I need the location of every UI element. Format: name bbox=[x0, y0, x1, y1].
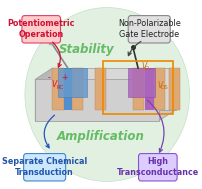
Polygon shape bbox=[35, 110, 176, 121]
Text: +: + bbox=[61, 73, 67, 82]
Polygon shape bbox=[128, 68, 155, 97]
Polygon shape bbox=[63, 68, 72, 110]
FancyBboxPatch shape bbox=[22, 16, 61, 43]
Text: Stability: Stability bbox=[59, 43, 115, 56]
Text: Potentiometric
Operation: Potentiometric Operation bbox=[7, 19, 75, 39]
Text: RC: RC bbox=[56, 85, 64, 90]
Polygon shape bbox=[95, 68, 106, 110]
Text: $V$: $V$ bbox=[141, 60, 148, 71]
FancyBboxPatch shape bbox=[24, 153, 66, 181]
Polygon shape bbox=[52, 68, 63, 110]
Polygon shape bbox=[72, 68, 83, 110]
Polygon shape bbox=[35, 68, 52, 121]
FancyBboxPatch shape bbox=[128, 16, 170, 43]
FancyBboxPatch shape bbox=[139, 153, 177, 181]
Text: $V$: $V$ bbox=[157, 79, 165, 90]
Text: -: - bbox=[47, 73, 50, 82]
Text: $V$: $V$ bbox=[52, 78, 59, 89]
Text: DS: DS bbox=[161, 85, 168, 90]
Polygon shape bbox=[35, 79, 159, 121]
Polygon shape bbox=[58, 68, 87, 97]
Polygon shape bbox=[154, 68, 165, 110]
Text: D: D bbox=[144, 67, 148, 71]
Polygon shape bbox=[52, 68, 176, 110]
Polygon shape bbox=[169, 68, 180, 110]
Text: High
Transconductance: High Transconductance bbox=[117, 157, 199, 177]
Text: Amplification: Amplification bbox=[56, 130, 144, 143]
Text: Non-Polarizable
Gate Electrode: Non-Polarizable Gate Electrode bbox=[118, 19, 181, 39]
Text: Separate Chemical
Transduction: Separate Chemical Transduction bbox=[2, 157, 87, 177]
Ellipse shape bbox=[25, 8, 189, 181]
Polygon shape bbox=[145, 68, 154, 110]
Polygon shape bbox=[133, 68, 144, 110]
